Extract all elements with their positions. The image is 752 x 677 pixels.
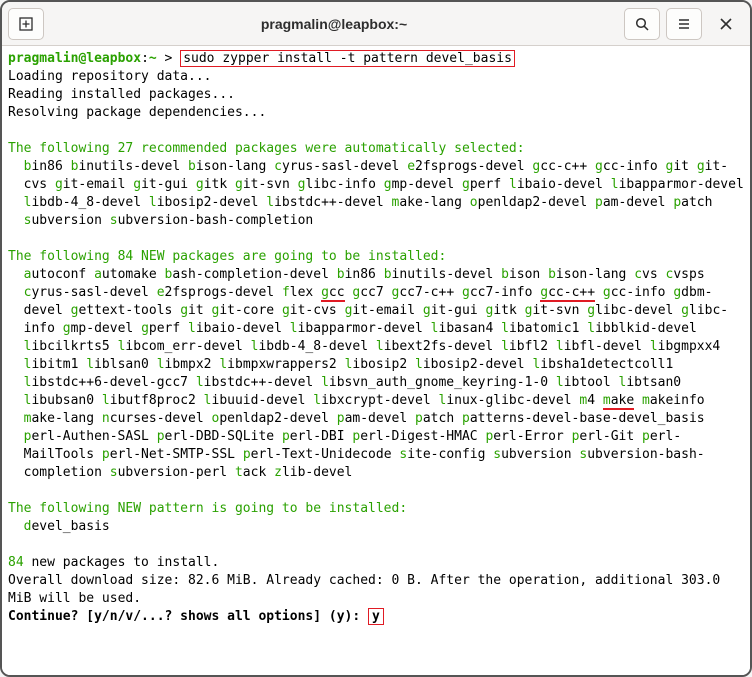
window-title: pragmalin@leapbox:~ bbox=[50, 16, 618, 32]
section-header: The following 84 NEW packages are going … bbox=[8, 248, 744, 266]
menu-button[interactable] bbox=[666, 8, 702, 40]
close-icon bbox=[719, 17, 733, 31]
titlebar: pragmalin@leapbox:~ bbox=[2, 2, 750, 46]
search-button[interactable] bbox=[624, 8, 660, 40]
terminal-body[interactable]: pragmalin@leapbox:~ > sudo zypper instal… bbox=[2, 46, 750, 675]
command-highlight: sudo zypper install -t pattern devel_bas… bbox=[180, 50, 515, 67]
prompt-line: pragmalin@leapbox:~ > sudo zypper instal… bbox=[8, 50, 744, 68]
section-header: The following 27 recommended packages we… bbox=[8, 140, 744, 158]
prompt-user: pragmalin@leapbox bbox=[8, 51, 141, 66]
output-line: Loading repository data... bbox=[8, 68, 744, 86]
pattern-name: devel_basis bbox=[8, 518, 744, 536]
search-icon bbox=[634, 16, 650, 32]
package-list-new: autoconf automake bash-completion-devel … bbox=[8, 266, 744, 482]
close-button[interactable] bbox=[708, 8, 744, 40]
section-header: The following NEW pattern is going to be… bbox=[8, 500, 744, 518]
terminal-window: pragmalin@leapbox:~ pragmalin@leapbox:~ … bbox=[0, 0, 752, 677]
hamburger-icon bbox=[676, 16, 692, 32]
summary-download: Overall download size: 82.6 MiB. Already… bbox=[8, 572, 744, 608]
continue-prompt: Continue? [y/n/v/...? shows all options]… bbox=[8, 608, 744, 626]
new-tab-icon bbox=[18, 16, 34, 32]
summary-count: 84 new packages to install. bbox=[8, 554, 744, 572]
answer-highlight: y bbox=[368, 608, 384, 625]
output-line: Reading installed packages... bbox=[8, 86, 744, 104]
output-line: Resolving package dependencies... bbox=[8, 104, 744, 122]
new-tab-button[interactable] bbox=[8, 8, 44, 40]
package-list-recommended: bin86 binutils-devel bison-lang cyrus-sa… bbox=[8, 158, 744, 230]
